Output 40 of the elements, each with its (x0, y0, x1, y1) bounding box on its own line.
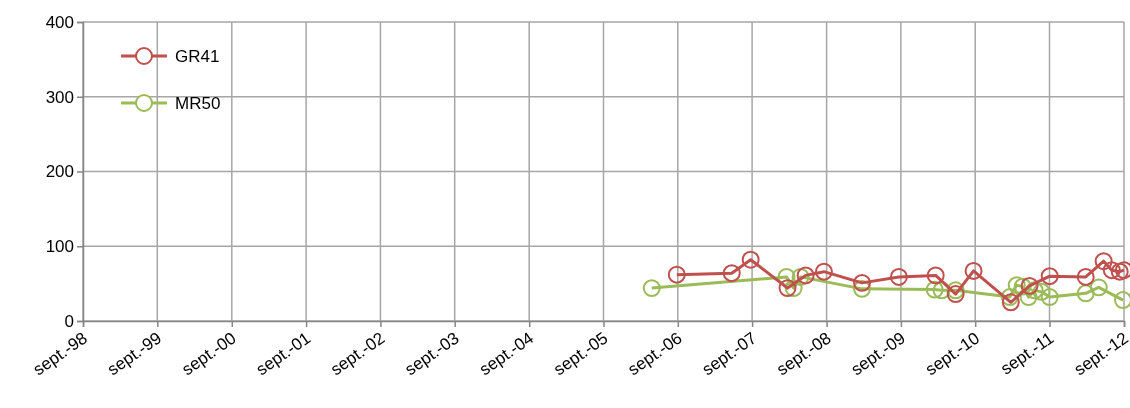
point (777, 267, 796, 286)
point (1089, 278, 1108, 297)
point (925, 280, 944, 299)
point (926, 266, 945, 285)
point (741, 250, 760, 269)
point (791, 267, 810, 286)
point (1076, 267, 1095, 286)
y-tick-label: 0 (64, 311, 74, 331)
point (1076, 284, 1095, 303)
point (778, 279, 797, 298)
y-tick-label: 300 (45, 87, 74, 107)
legend-label: MR50 (175, 93, 221, 113)
point (1000, 288, 1019, 307)
point (1040, 267, 1059, 286)
point (932, 281, 951, 300)
point (853, 273, 871, 292)
point (889, 267, 908, 286)
legend-label: GR41 (175, 46, 220, 66)
point (1019, 288, 1038, 307)
point (1020, 276, 1039, 295)
point (1094, 252, 1113, 271)
point (722, 264, 741, 283)
point (642, 279, 661, 298)
point (946, 285, 965, 304)
y-tick-label: 100 (45, 237, 74, 257)
point (784, 279, 803, 298)
point (1001, 293, 1020, 312)
point (667, 265, 686, 284)
point (1032, 282, 1051, 301)
point (814, 262, 833, 281)
point (964, 261, 983, 280)
y-tick-label: 200 (45, 162, 74, 182)
y-tick-label: 400 (45, 12, 74, 32)
point (1007, 276, 1026, 295)
point (796, 266, 815, 285)
point (1040, 288, 1059, 307)
point (946, 281, 965, 300)
point (1013, 277, 1032, 296)
point (1102, 261, 1121, 280)
point (853, 279, 871, 298)
